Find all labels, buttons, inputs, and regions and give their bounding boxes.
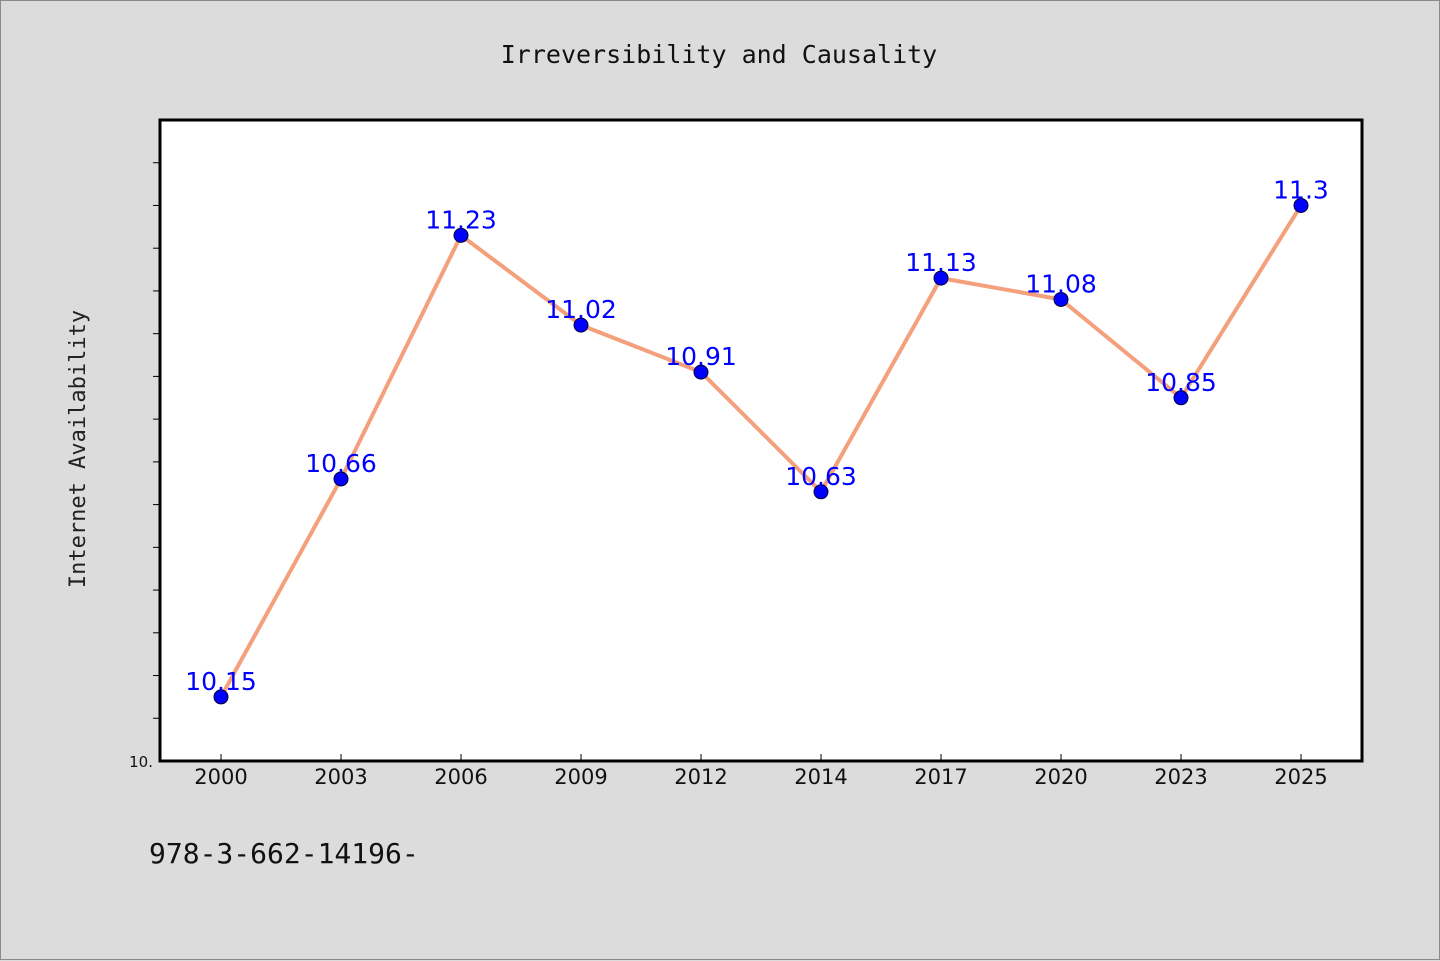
data-labels: 10.15 10.66 11.23 11.02 10.91 10.63 11.13 11.08…: [185, 175, 1329, 695]
data-label: 11.02: [545, 295, 617, 324]
data-label: 10.85: [1145, 368, 1217, 397]
y-axis-label: Internet Availability: [66, 310, 91, 588]
data-label: 11.08: [1025, 269, 1097, 298]
x-axis-tick-labels: 2000 2003 2006 2009 2012 2014 2017 2020 2023 2025: [194, 765, 1327, 789]
data-point: [1293, 197, 1309, 213]
x-tick-label: 2020: [1034, 765, 1087, 789]
data-point: [693, 364, 709, 380]
series-markers: [213, 197, 1309, 705]
chart-title: Irreversibility and Causality: [501, 40, 938, 69]
x-tick-label: 2017: [914, 765, 967, 789]
x-tick-label: 2014: [794, 765, 847, 789]
x-tick-label: 2003: [314, 765, 367, 789]
data-label: 11.3: [1273, 175, 1329, 204]
x-tick-label: 2025: [1274, 765, 1327, 789]
data-label: 10.15: [185, 667, 257, 696]
data-point: [1053, 291, 1069, 307]
data-point: [333, 471, 349, 487]
data-point: [573, 317, 589, 333]
data-label: 10.66: [305, 449, 377, 478]
series-line: [219, 203, 1303, 699]
y-axis-ticks: [153, 162, 160, 719]
data-label: 10.63: [785, 462, 857, 491]
x-tick-label: 2006: [434, 765, 487, 789]
data-point: [213, 689, 229, 705]
plot-area: [158, 118, 1364, 763]
data-label: 10.91: [665, 342, 737, 371]
x-tick-label: 2012: [674, 765, 727, 789]
data-label: 11.23: [425, 205, 497, 234]
data-point: [453, 227, 469, 243]
footer-code: 978-3-662-14196-: [149, 837, 419, 870]
data-point: [1173, 390, 1189, 406]
x-tick-label: 2023: [1154, 765, 1207, 789]
x-axis-ticks: [220, 754, 1302, 761]
x-tick-label: 2009: [554, 765, 607, 789]
x-tick-label: 2000: [194, 765, 247, 789]
y-tick-label: 10.: [129, 753, 153, 771]
data-point: [933, 270, 949, 286]
data-label: 11.13: [905, 248, 977, 277]
data-point: [813, 484, 829, 500]
